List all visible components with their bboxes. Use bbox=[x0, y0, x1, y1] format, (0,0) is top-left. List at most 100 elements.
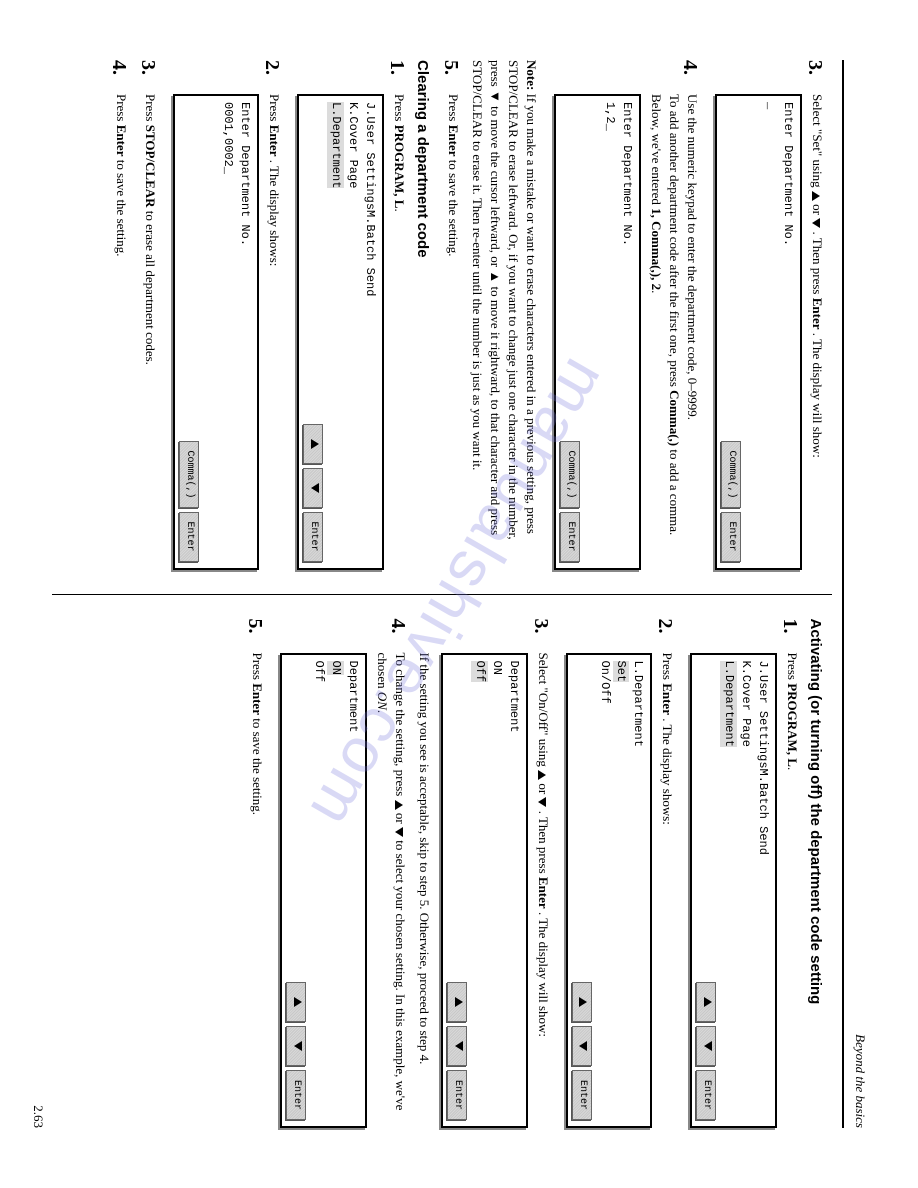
comma-key: Comma(,) bbox=[667, 390, 682, 446]
right-column: Activating (or turning off) the departme… bbox=[52, 595, 832, 1129]
text: or bbox=[810, 204, 825, 218]
down-triangle-icon bbox=[311, 483, 319, 493]
text: Press bbox=[446, 94, 461, 125]
step-number: 5. bbox=[439, 60, 462, 84]
text: . The display will show: bbox=[536, 912, 551, 1037]
lcd-button-down[interactable] bbox=[696, 1026, 716, 1066]
lcd-button-comma[interactable]: Comma(,) bbox=[721, 441, 741, 507]
lcd-line: K.Cover Page bbox=[344, 102, 361, 562]
lcd-line: Off bbox=[310, 661, 327, 1121]
text: Press bbox=[143, 94, 158, 125]
text: Select "Set" using bbox=[810, 94, 825, 191]
text: Select "On/Off" using bbox=[536, 653, 551, 771]
lcd-line-highlight: Off bbox=[471, 661, 488, 683]
note-block: Note: If you make a mistake or want to e… bbox=[468, 60, 541, 570]
lcd-line: 0001,0002_ bbox=[219, 102, 236, 562]
lcd-button-enter[interactable]: Enter bbox=[286, 1070, 306, 1120]
down-triangle-icon bbox=[812, 218, 820, 228]
text: To add another department code after the… bbox=[667, 94, 682, 390]
enter-key: Enter bbox=[810, 298, 825, 330]
lcd-display: J.User SettingsM.Batch Send K.Cover Page… bbox=[690, 653, 776, 1129]
lcd-button-up[interactable] bbox=[303, 424, 323, 464]
lcd-button-comma[interactable]: Comma(,) bbox=[560, 441, 580, 507]
text: to erase all department codes. bbox=[143, 211, 158, 365]
lcd-button-enter[interactable]: Enter bbox=[179, 512, 199, 562]
down-triangle-icon bbox=[579, 1041, 587, 1051]
lcd-button-enter[interactable]: Enter bbox=[696, 1070, 716, 1120]
header-section: Beyond the basics bbox=[852, 60, 868, 1128]
rule-top bbox=[842, 60, 844, 1128]
clear-step-2: 2. Press Enter . The display shows: Ente… bbox=[165, 60, 284, 570]
text: . The display shows: bbox=[660, 718, 675, 825]
lcd-display: Enter Department No. 1,2_ Comma(,) Enter bbox=[554, 94, 640, 570]
down-triangle-icon bbox=[538, 797, 546, 807]
left-column: 3. Select "Set" using or . Then press En… bbox=[52, 60, 832, 595]
lcd-button-down[interactable] bbox=[447, 1026, 467, 1066]
left-step-3: 3. Select "Set" using or . Then press En… bbox=[707, 60, 826, 570]
lcd-button-enter[interactable]: Enter bbox=[447, 1070, 467, 1120]
lcd-button-enter[interactable]: Enter bbox=[560, 512, 580, 562]
right-step-1: 1. Press PROGRAM, L. J.User SettingsM.Ba… bbox=[682, 619, 801, 1129]
lcd-button-comma[interactable]: Comma(,) bbox=[179, 441, 199, 507]
clearing-title: Clearing a department code bbox=[414, 60, 431, 570]
lcd-line-highlight: ON bbox=[327, 661, 344, 675]
text: or bbox=[393, 813, 408, 827]
step-number: 2. bbox=[165, 60, 284, 84]
lcd-line: K.Cover Page bbox=[737, 661, 754, 1121]
text: . The display shows: bbox=[267, 160, 282, 267]
lcd-line: J.User SettingsM.Batch Send bbox=[361, 102, 378, 562]
enter-key: Enter bbox=[446, 125, 461, 157]
lcd-button-down[interactable] bbox=[286, 1026, 306, 1066]
note-label: Note: bbox=[524, 60, 539, 90]
lcd-line bbox=[203, 102, 220, 562]
down-triangle-icon bbox=[704, 1041, 712, 1051]
lcd-button-enter[interactable]: Enter bbox=[721, 512, 741, 562]
lcd-line: ON bbox=[488, 661, 505, 1121]
step-number: 3. bbox=[136, 60, 159, 84]
lcd-button-up[interactable] bbox=[447, 982, 467, 1022]
stop-clear-key: STOP/CLEAR bbox=[143, 125, 158, 208]
text: Press bbox=[392, 94, 407, 125]
lcd-line-highlight: L.Department bbox=[327, 102, 344, 188]
down-triangle-icon bbox=[294, 1041, 302, 1051]
lcd-line-highlight: L.Department bbox=[720, 661, 737, 747]
lcd-display: J.User SettingsM.Batch Send K.Cover Page… bbox=[297, 94, 383, 570]
lcd-button-up[interactable] bbox=[572, 982, 592, 1022]
lcd-line: Department bbox=[344, 661, 361, 1121]
lcd-line: _ bbox=[762, 102, 779, 562]
lcd-button-down[interactable] bbox=[303, 468, 323, 508]
lcd-line: On/Off bbox=[596, 661, 613, 1121]
clear-step-1: 1. Press PROGRAM, L. J.User SettingsM.Ba… bbox=[289, 60, 408, 570]
step-number: 4. bbox=[546, 60, 701, 84]
lcd-button-up[interactable] bbox=[696, 982, 716, 1022]
step-number: 4. bbox=[272, 619, 409, 643]
text: Press bbox=[250, 653, 265, 684]
text: . Then press bbox=[536, 811, 551, 877]
step-number: 2. bbox=[558, 619, 677, 643]
lcd-line: Enter Department No. bbox=[618, 102, 635, 562]
step-number: 1. bbox=[682, 619, 801, 643]
lcd-button-down[interactable] bbox=[572, 1026, 592, 1066]
program-key: PROGRAM, L bbox=[785, 683, 800, 767]
text: To change the setting, press bbox=[393, 653, 408, 800]
text: . Then press bbox=[810, 232, 825, 298]
left-step-5: 5. Press Enter to save the setting. bbox=[439, 60, 462, 570]
lcd-display: Enter Department No. _ Comma(,) Enter bbox=[715, 94, 801, 570]
text: Press bbox=[660, 653, 675, 684]
clear-step-3: 3. Press STOP/CLEAR to erase all departm… bbox=[136, 60, 159, 570]
left-step-4: 4. Use the numeric keypad to enter the d… bbox=[546, 60, 701, 570]
lcd-display: Department ON Off Enter bbox=[441, 653, 527, 1129]
lcd-display: Enter Department No. 0001,0002_ Comma(,)… bbox=[173, 94, 259, 570]
lcd-line: Department bbox=[505, 661, 522, 1121]
up-triangle-icon bbox=[538, 770, 546, 780]
text: to save the setting. bbox=[250, 718, 265, 815]
lcd-line: Enter Department No. bbox=[779, 102, 796, 562]
lcd-button-up[interactable] bbox=[286, 982, 306, 1022]
page-number: 2.63 bbox=[30, 60, 46, 1128]
text: If the setting you see is acceptable, sk… bbox=[415, 653, 433, 1129]
lcd-button-enter[interactable]: Enter bbox=[572, 1070, 592, 1120]
step-number: 5. bbox=[243, 619, 266, 643]
up-triangle-icon bbox=[455, 997, 463, 1007]
lcd-button-enter[interactable]: Enter bbox=[303, 512, 323, 562]
lcd-display: Department ON Off Enter bbox=[280, 653, 366, 1129]
